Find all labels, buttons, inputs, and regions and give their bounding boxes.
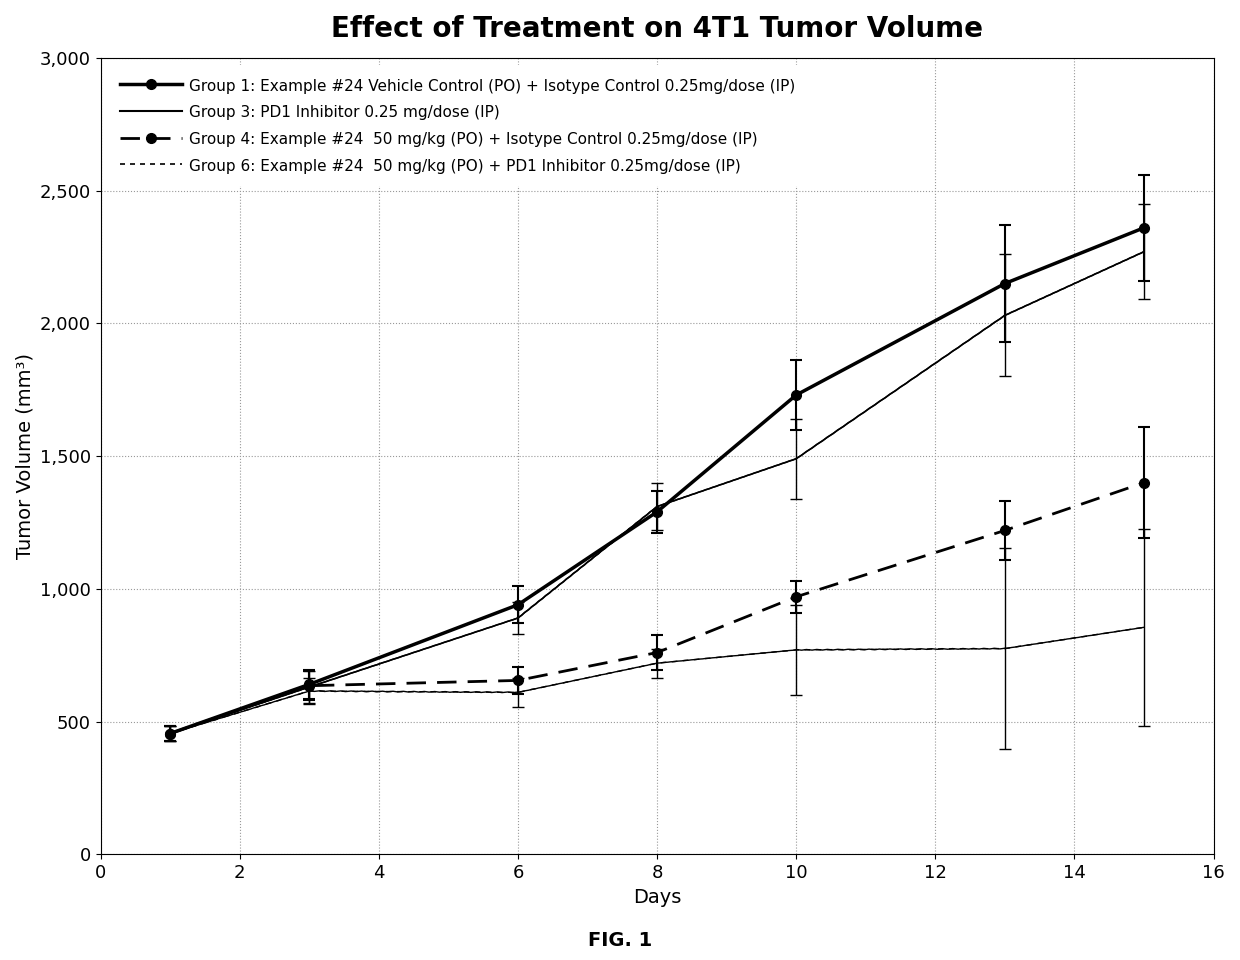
Legend: Group 1: Example #24 Vehicle Control (PO) + Isotype Control 0.25mg/dose (IP), Gr: Group 1: Example #24 Vehicle Control (PO… xyxy=(108,65,807,186)
Y-axis label: Tumor Volume (mm³): Tumor Volume (mm³) xyxy=(15,353,33,559)
Title: Effect of Treatment on 4T1 Tumor Volume: Effect of Treatment on 4T1 Tumor Volume xyxy=(331,15,983,43)
X-axis label: Days: Days xyxy=(632,888,681,906)
Text: FIG. 1: FIG. 1 xyxy=(588,931,652,950)
